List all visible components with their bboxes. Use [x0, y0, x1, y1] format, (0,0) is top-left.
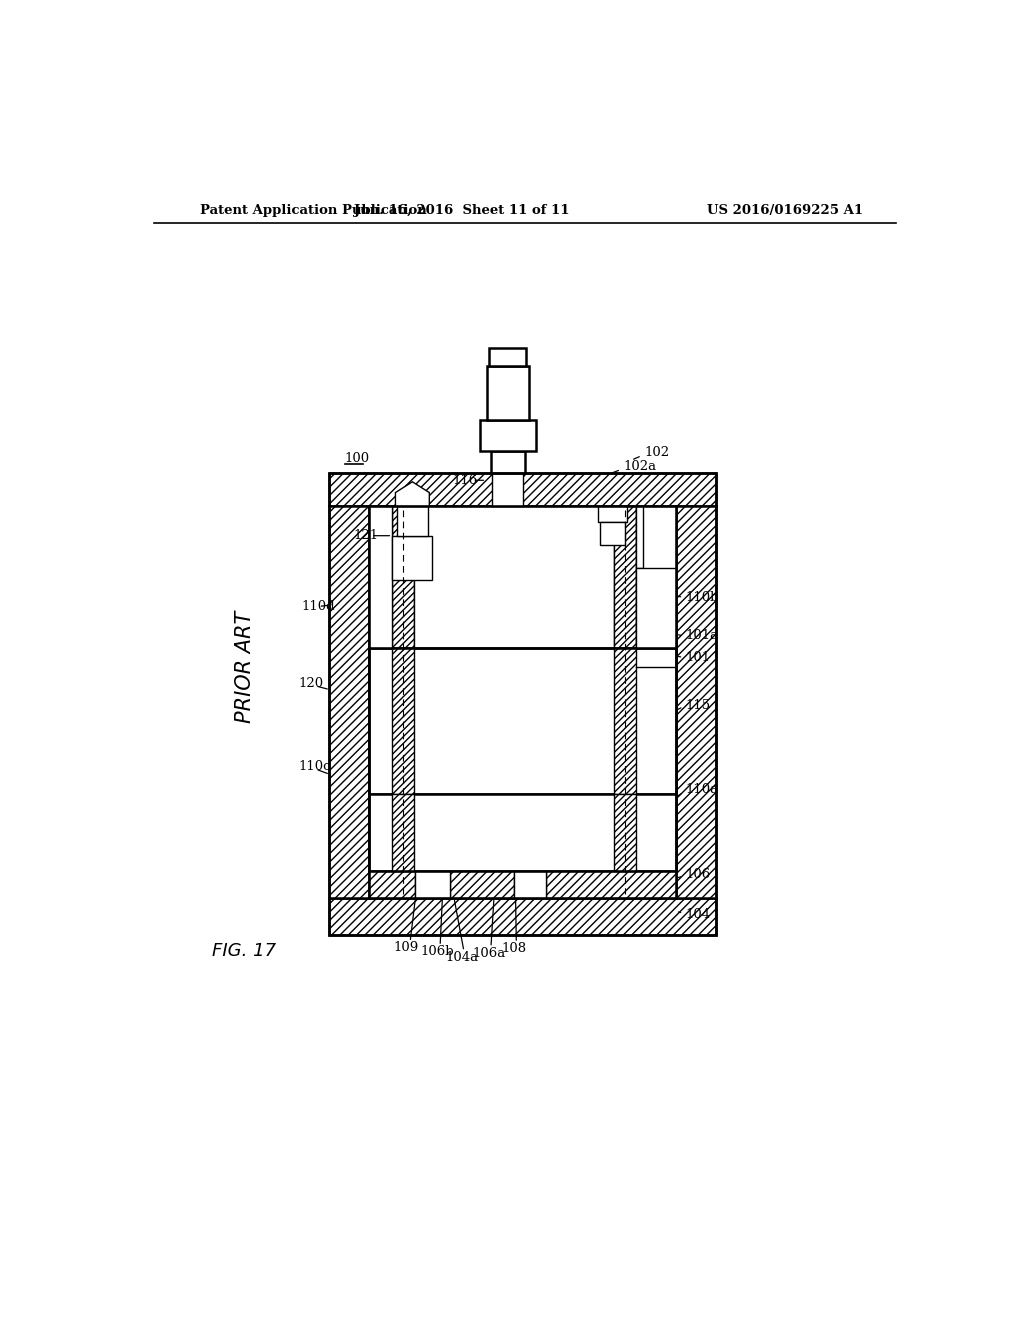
- Text: 109: 109: [393, 941, 419, 954]
- Bar: [598, 507, 628, 521]
- Bar: [636, 568, 676, 648]
- Text: 106: 106: [685, 869, 711, 880]
- Bar: [493, 473, 523, 507]
- Bar: [370, 795, 676, 871]
- Bar: [330, 507, 370, 898]
- Text: 116: 116: [453, 474, 477, 487]
- Bar: [636, 507, 643, 568]
- Bar: [636, 507, 676, 648]
- Bar: [490, 451, 525, 473]
- Text: 100: 100: [345, 453, 370, 465]
- Text: 101: 101: [685, 651, 710, 664]
- Text: 102a: 102a: [624, 459, 656, 473]
- Text: PRIOR ART: PRIOR ART: [234, 610, 255, 723]
- Bar: [370, 507, 392, 648]
- Bar: [414, 507, 614, 648]
- Bar: [614, 507, 636, 648]
- Text: US 2016/0169225 A1: US 2016/0169225 A1: [707, 205, 863, 218]
- Bar: [330, 473, 716, 507]
- Text: 104: 104: [685, 908, 710, 921]
- Text: 106a: 106a: [472, 946, 505, 960]
- Bar: [487, 367, 528, 420]
- Bar: [330, 898, 716, 935]
- Text: 108: 108: [502, 942, 526, 954]
- Bar: [416, 871, 451, 898]
- Bar: [451, 871, 514, 898]
- Bar: [489, 348, 526, 367]
- Text: 120: 120: [298, 677, 324, 690]
- Text: Jun. 16, 2016  Sheet 11 of 11: Jun. 16, 2016 Sheet 11 of 11: [354, 205, 569, 218]
- Bar: [392, 507, 414, 648]
- Text: 104a: 104a: [445, 952, 478, 964]
- Bar: [370, 648, 676, 795]
- Text: 110a: 110a: [685, 783, 718, 796]
- Bar: [480, 420, 536, 451]
- Text: 121: 121: [354, 529, 379, 543]
- Bar: [392, 795, 414, 871]
- Bar: [392, 536, 432, 581]
- Text: 115: 115: [685, 698, 710, 711]
- Bar: [614, 648, 636, 795]
- Text: 102: 102: [645, 446, 670, 459]
- Bar: [392, 648, 414, 795]
- Bar: [397, 507, 428, 536]
- Text: 110b: 110b: [685, 591, 719, 603]
- Text: 106b: 106b: [420, 945, 454, 958]
- Bar: [330, 473, 716, 935]
- Bar: [370, 507, 392, 648]
- Text: FIG. 17: FIG. 17: [212, 942, 276, 961]
- Text: 110d: 110d: [301, 601, 335, 612]
- Polygon shape: [395, 482, 429, 507]
- Text: Patent Application Publication: Patent Application Publication: [200, 205, 427, 218]
- Bar: [600, 521, 625, 545]
- Text: 101a: 101a: [685, 630, 718, 643]
- Bar: [514, 871, 547, 898]
- Bar: [614, 795, 636, 871]
- Bar: [547, 871, 676, 898]
- Bar: [370, 871, 416, 898]
- Bar: [676, 507, 716, 898]
- Text: 110c: 110c: [298, 760, 331, 774]
